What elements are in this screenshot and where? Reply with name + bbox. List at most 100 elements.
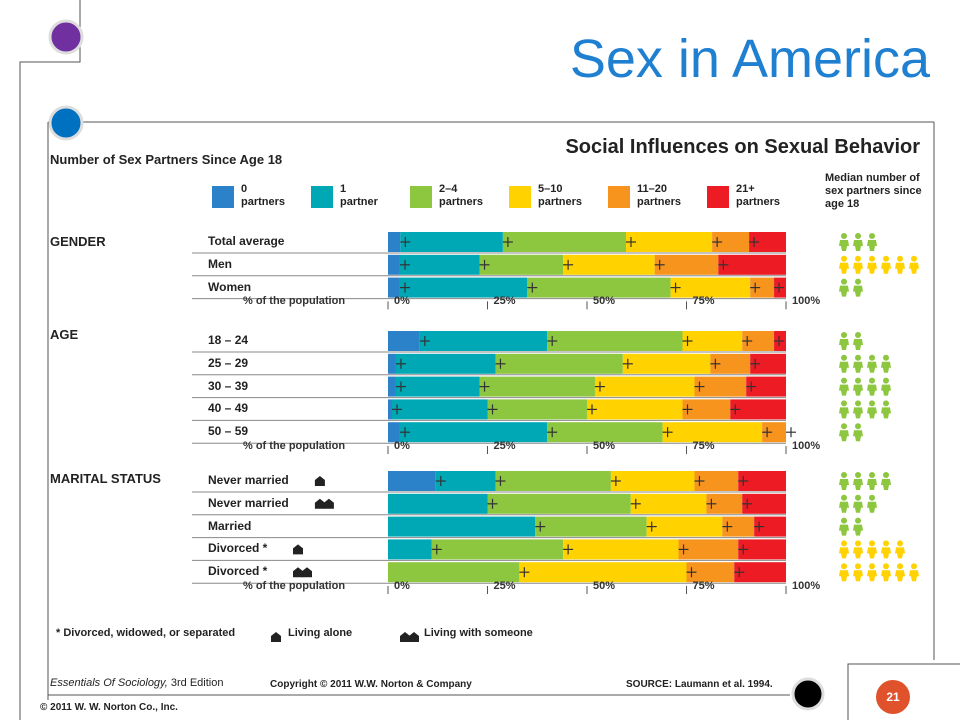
book-copyright: Copyright © 2011 W.W. Norton & Company xyxy=(270,679,472,690)
person-figure-icon xyxy=(867,377,877,396)
legend-swatch-1 xyxy=(311,186,333,208)
bar-segment-4 xyxy=(654,254,719,275)
bar-segment-2 xyxy=(495,471,611,491)
legend-line1: 0 xyxy=(241,183,248,195)
tick-plus-icon xyxy=(734,567,745,578)
tick-plus-icon xyxy=(479,259,490,270)
x-tick-label: 50% xyxy=(593,295,616,308)
legend-line1: 1 xyxy=(340,183,347,195)
bar-segment-1 xyxy=(400,232,503,252)
legend-label-2: 2–4 partners xyxy=(439,183,509,209)
person-figure-icon xyxy=(881,377,891,396)
x-tick-label: 75% xyxy=(692,580,715,592)
bar-segment-5 xyxy=(750,353,786,374)
person-figure-icon xyxy=(839,540,849,559)
bar-segment-3 xyxy=(622,353,711,374)
bar-segment-3 xyxy=(563,539,679,560)
tick-plus-icon xyxy=(391,404,402,415)
bar-segment-3 xyxy=(563,254,655,275)
bar-segment-0 xyxy=(388,471,436,491)
x-tick-label: 0% xyxy=(394,440,410,452)
tick-plus-icon xyxy=(610,476,621,486)
bar-segment-1 xyxy=(419,331,548,351)
person-figure-icon xyxy=(867,233,877,251)
person-figure-icon xyxy=(839,332,849,350)
person-figure-icon xyxy=(881,354,891,373)
person-figure-icon xyxy=(839,400,849,419)
bar-segment-5 xyxy=(730,399,786,420)
legend-line1: 11–20 xyxy=(637,183,667,195)
blue-circle-icon xyxy=(48,105,84,141)
bar-segment-4 xyxy=(762,422,786,443)
person-figure-icon xyxy=(881,255,891,274)
black-circle-icon xyxy=(791,677,825,711)
person-figure-icon xyxy=(867,540,877,559)
row-label: Total average xyxy=(208,234,285,248)
row-label: Women xyxy=(208,279,252,294)
legend-line2: partners xyxy=(637,196,682,208)
bar-segment-4 xyxy=(722,516,755,537)
bar-segment-0 xyxy=(388,254,400,275)
bar-segment-2 xyxy=(547,422,663,443)
bar-segment-3 xyxy=(519,562,687,583)
bar-segment-1 xyxy=(388,516,536,537)
person-figure-icon xyxy=(895,563,905,582)
person-figure-icon xyxy=(839,377,849,396)
bar-segment-2 xyxy=(487,399,587,420)
bar-segment-3 xyxy=(594,376,695,397)
person-figure-icon xyxy=(853,377,863,396)
tick-plus-icon xyxy=(742,498,753,509)
tick-plus-icon xyxy=(535,521,546,532)
legend-line2: partner xyxy=(340,196,378,208)
tick-plus-icon xyxy=(712,237,723,247)
tick-plus-icon xyxy=(587,404,597,415)
page-number-badge: 21 xyxy=(876,680,910,714)
person-figure-icon xyxy=(853,354,863,373)
person-figure-icon xyxy=(839,423,849,442)
tick-plus-icon xyxy=(750,282,761,293)
bar-segment-2 xyxy=(487,493,631,514)
person-figure-icon xyxy=(881,563,891,582)
legend-line1: 2–4 xyxy=(439,183,458,195)
bar-segment-4 xyxy=(686,562,735,583)
row-label: 40 – 49 xyxy=(208,401,249,416)
person-figure-icon xyxy=(867,354,877,373)
bar-segment-2 xyxy=(527,277,671,298)
person-figure-icon xyxy=(867,255,877,274)
person-figure-icon xyxy=(881,400,891,419)
row-label: Men xyxy=(208,256,232,271)
book-title: Essentials Of Sociology, xyxy=(50,677,168,689)
house-single-icon xyxy=(293,544,303,555)
x-tick-label: 50% xyxy=(593,440,616,452)
person-figure-icon xyxy=(867,400,877,419)
bar-segment-4 xyxy=(750,277,775,298)
row-label: 18 – 24 xyxy=(208,333,249,347)
bar-segment-0 xyxy=(388,376,396,397)
tick-plus-icon xyxy=(527,282,538,293)
book-citation: Essentials Of Sociology, 3rd Edition xyxy=(50,677,223,689)
median-label: Median number of sex partners since age … xyxy=(825,172,922,210)
tick-plus-icon xyxy=(670,282,681,293)
bar-segment-1 xyxy=(435,471,496,491)
bar-segment-0 xyxy=(388,399,392,420)
legend-label-0: 0 partners xyxy=(241,183,311,209)
x-tick-label: 100% xyxy=(792,580,821,592)
tick-plus-icon xyxy=(706,498,717,509)
bar-segment-2 xyxy=(431,539,564,560)
slide-title: Sex in America xyxy=(569,29,930,89)
row-label: 50 – 59 xyxy=(208,424,249,439)
tick-plus-icon xyxy=(682,336,693,346)
tick-plus-icon xyxy=(774,336,785,346)
tick-plus-icon xyxy=(774,282,785,293)
house-double-icon xyxy=(293,567,312,578)
person-figure-icon xyxy=(853,540,863,559)
tick-plus-icon xyxy=(487,498,498,509)
tick-plus-icon xyxy=(547,336,558,346)
bar-segment-1 xyxy=(399,254,480,275)
tick-plus-icon xyxy=(435,476,446,486)
tick-plus-icon xyxy=(519,567,530,578)
bar-segment-3 xyxy=(670,277,751,298)
x-tick-label: 50% xyxy=(593,580,616,592)
person-figure-icon xyxy=(839,494,849,513)
